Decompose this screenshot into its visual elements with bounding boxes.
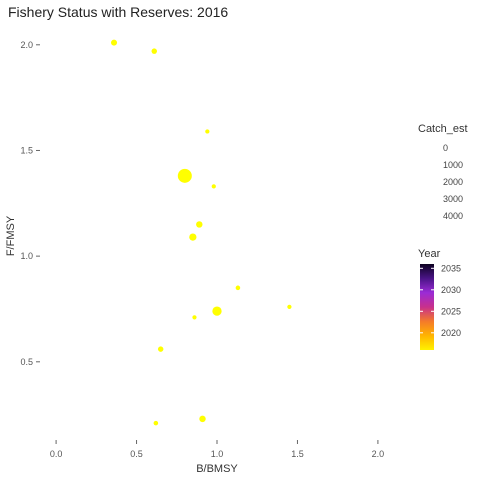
y-tick-label: 1.0 xyxy=(20,251,33,261)
data-point xyxy=(151,48,157,54)
color-legend-label: 2025 xyxy=(441,306,461,316)
y-tick-label: 0.5 xyxy=(20,357,33,367)
data-point xyxy=(235,285,241,291)
data-points xyxy=(111,39,292,426)
size-legend-key xyxy=(426,146,430,150)
color-legend-label: 2035 xyxy=(441,263,461,273)
size-legend-key xyxy=(425,179,431,185)
color-legend-title: Year xyxy=(418,248,441,260)
data-point xyxy=(205,129,210,134)
size-legend-title: Catch_est xyxy=(418,123,468,135)
size-legend-key xyxy=(425,196,431,202)
y-axis: 0.5 1.0 1.5 2.0 xyxy=(20,40,40,367)
size-legend-label: 2000 xyxy=(443,177,463,187)
data-point xyxy=(111,39,118,46)
chart-title: Fishery Status with Reserves: 2016 xyxy=(8,4,228,20)
y-tick-label: 2.0 xyxy=(20,40,33,50)
x-tick-label: 1.5 xyxy=(291,449,304,459)
data-point xyxy=(199,415,206,423)
x-axis: 0.0 0.5 1.0 1.5 2.0 xyxy=(50,440,384,459)
data-point xyxy=(189,233,197,241)
data-point xyxy=(211,184,216,189)
color-bar xyxy=(420,264,434,350)
data-point xyxy=(212,306,222,316)
size-legend-label: 3000 xyxy=(443,194,463,204)
data-point xyxy=(287,304,292,309)
x-tick-label: 1.0 xyxy=(211,449,224,459)
size-legend-key xyxy=(426,163,430,167)
size-legend-key xyxy=(425,213,431,219)
y-axis-title: F/FMSY xyxy=(5,215,17,256)
data-point xyxy=(177,168,192,183)
data-point xyxy=(157,346,164,352)
x-tick-label: 0.5 xyxy=(130,449,143,459)
size-legend: Catch_est 0 1000 2000 3000 4000 xyxy=(418,123,468,221)
data-point xyxy=(196,221,203,228)
size-legend-label: 0 xyxy=(443,143,448,153)
size-legend-label: 4000 xyxy=(443,211,463,221)
y-tick-label: 1.5 xyxy=(20,145,33,155)
color-legend-label: 2020 xyxy=(441,328,461,338)
data-point xyxy=(192,315,197,320)
size-legend-label: 1000 xyxy=(443,160,463,170)
x-tick-label: 0.0 xyxy=(50,449,63,459)
color-legend-label: 2030 xyxy=(441,285,461,295)
x-tick-label: 2.0 xyxy=(372,449,385,459)
data-point xyxy=(153,420,159,426)
x-axis-title: B/BMSY xyxy=(196,463,238,475)
color-legend: Year 2020 2025 2030 2035 xyxy=(418,248,461,350)
